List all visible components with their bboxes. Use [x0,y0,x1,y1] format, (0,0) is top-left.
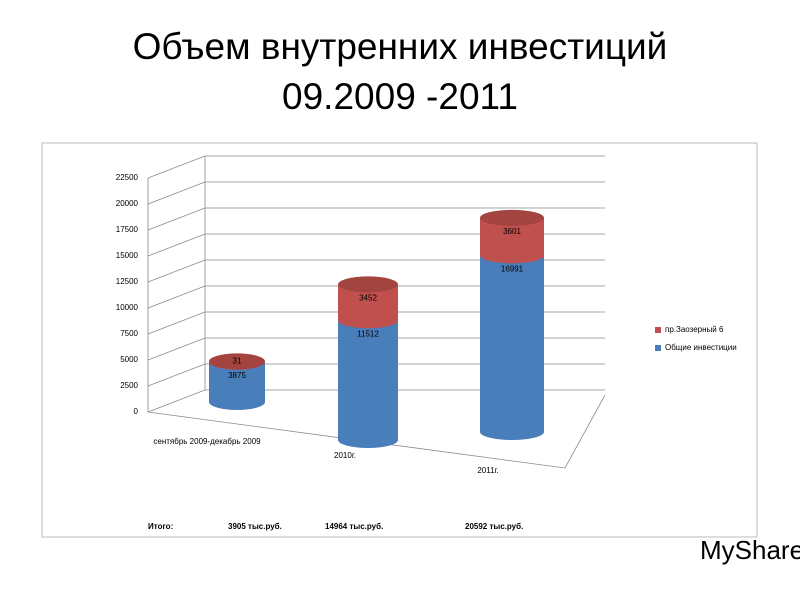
x-tick-label: 2010г. [334,451,356,460]
legend-label: пр.Заозерный 6 [665,325,724,334]
grid-line [147,259,605,283]
x-tick-label: 2011г. [477,466,498,475]
data-label: 3601 [503,227,521,236]
cylinder-segment [209,361,265,410]
cylinder-cap [209,353,265,370]
data-label: 11512 [357,329,379,338]
cylinder-segment [338,320,398,448]
cylinder-segment [480,255,544,440]
grid-line [147,285,605,309]
data-label: 3452 [359,293,377,302]
y-tick-label: 10000 [116,303,139,312]
total-label: 3905 тыс.руб. [228,522,282,531]
watermark: MyShared [700,535,800,565]
y-tick-label: 22500 [116,173,139,182]
grid-line [147,181,605,205]
y-tick-label: 5000 [120,355,138,364]
grid-line [147,155,605,179]
y-tick-label: 20000 [116,199,139,208]
chart-frame [41,142,758,538]
grid-line [147,389,605,413]
cylinder-segment [480,217,544,264]
grid-line [147,207,605,231]
grid-line [147,337,605,361]
grid-line [147,233,605,257]
legend-label: Общие инвестиции [665,343,737,352]
axis-frame [147,156,606,469]
legend-swatch [655,345,661,351]
data-label: 3875 [228,371,246,380]
cylinder-segment [338,284,398,329]
data-label: 16991 [501,264,524,273]
cylinder-cap [338,276,398,293]
y-tick-label: 2500 [120,381,138,390]
legend-swatch [655,327,661,333]
total-label: 20592 тыс.руб. [465,522,523,531]
totals-label: Итого: [148,522,173,531]
y-tick-label: 7500 [120,329,138,338]
y-tick-label: 0 [134,407,139,416]
y-tick-label: 15000 [116,251,139,260]
y-tick-label: 17500 [116,225,139,234]
total-label: 14964 тыс.руб. [325,522,383,531]
grid-line [147,363,605,387]
data-label: 31 [233,357,242,366]
grid-line [147,311,605,335]
x-tick-label: сентябрь 2009-декабрь 2009 [153,437,261,446]
y-tick-label: 12500 [116,277,139,286]
cylinder-cap [480,209,544,226]
slide-title: Объем внутренних инвестиций 09.2009 -201… [132,26,668,117]
